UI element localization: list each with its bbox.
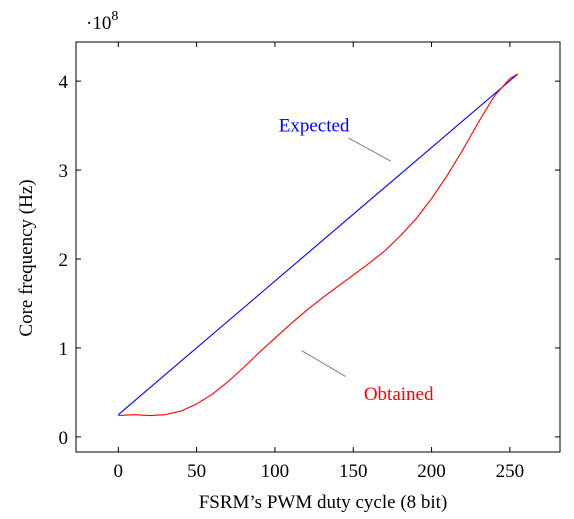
x-tick-label: 0 [114, 461, 124, 482]
x-tick-label: 250 [496, 461, 525, 482]
series-line-expected [117, 73, 519, 416]
y-axis-multiplier: ·108 [86, 9, 118, 34]
annotation-pointer-obtained [301, 350, 346, 377]
y-tick-label: 1 [59, 339, 69, 360]
y-tick-label: 2 [59, 250, 69, 271]
tick-layer: 0 50 100 150 200 250 0 1 2 3 4 [59, 42, 560, 482]
series-line-obtained [118, 73, 518, 417]
annotation-label-obtained: Obtained [364, 384, 434, 405]
x-tick-label: 150 [339, 461, 368, 482]
annotation-label-expected: Expected [279, 116, 350, 137]
y-axis-label: Core frequency (Hz) [16, 179, 37, 336]
y-tick-label: 0 [59, 428, 69, 449]
x-tick-label: 100 [261, 461, 290, 482]
series-layer [117, 73, 519, 417]
annotation-layer: Expected Obtained [279, 116, 434, 406]
plot-frame [75, 41, 561, 453]
annotation-pointer-expected [348, 137, 392, 162]
x-tick-label: 200 [417, 461, 446, 482]
y-tick-label: 3 [59, 161, 69, 182]
multiplier-exponent: 8 [111, 9, 118, 24]
multiplier-base: ·10 [86, 13, 111, 34]
x-tick-label: 50 [187, 461, 206, 482]
x-axis-label: FSRM’s PWM duty cycle (8 bit) [199, 492, 448, 513]
y-tick-label: 4 [59, 72, 69, 93]
